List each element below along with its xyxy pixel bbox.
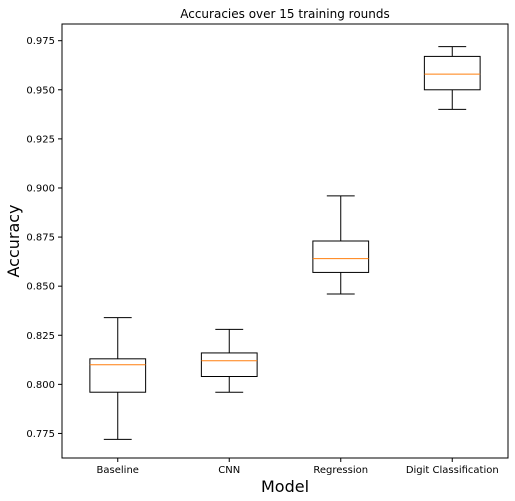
axes-frame (61, 23, 509, 459)
box-iqr (200, 352, 258, 378)
y-tick-label: 0.825 (26, 331, 55, 342)
chart-title: Accuracies over 15 training rounds (180, 7, 390, 21)
x-tick-label: Digit Classification (406, 465, 499, 476)
x-axis-label: Model (261, 477, 309, 496)
x-tick-label: Regression (313, 465, 368, 476)
y-axis-label: Accuracy (4, 204, 23, 277)
y-tick-label: 0.900 (26, 183, 55, 194)
box-iqr (423, 55, 481, 91)
box-iqr (89, 358, 147, 393)
y-tick-label: 0.875 (26, 233, 55, 244)
x-tick-label: Baseline (97, 465, 139, 476)
y-tick-label: 0.775 (26, 429, 55, 440)
x-tick-label: CNN (218, 465, 240, 476)
plot-area: 0.775 0.800 0.825 0.850 0.875 0.900 0.925 0.950… (26, 36, 498, 476)
y-tick-label: 0.975 (26, 36, 55, 47)
y-tick-label: 0.925 (26, 134, 55, 145)
y-tick-label: 0.950 (26, 85, 55, 96)
y-tick-label: 0.800 (26, 380, 55, 391)
y-tick-label: 0.850 (26, 282, 55, 293)
box-iqr (312, 240, 370, 273)
